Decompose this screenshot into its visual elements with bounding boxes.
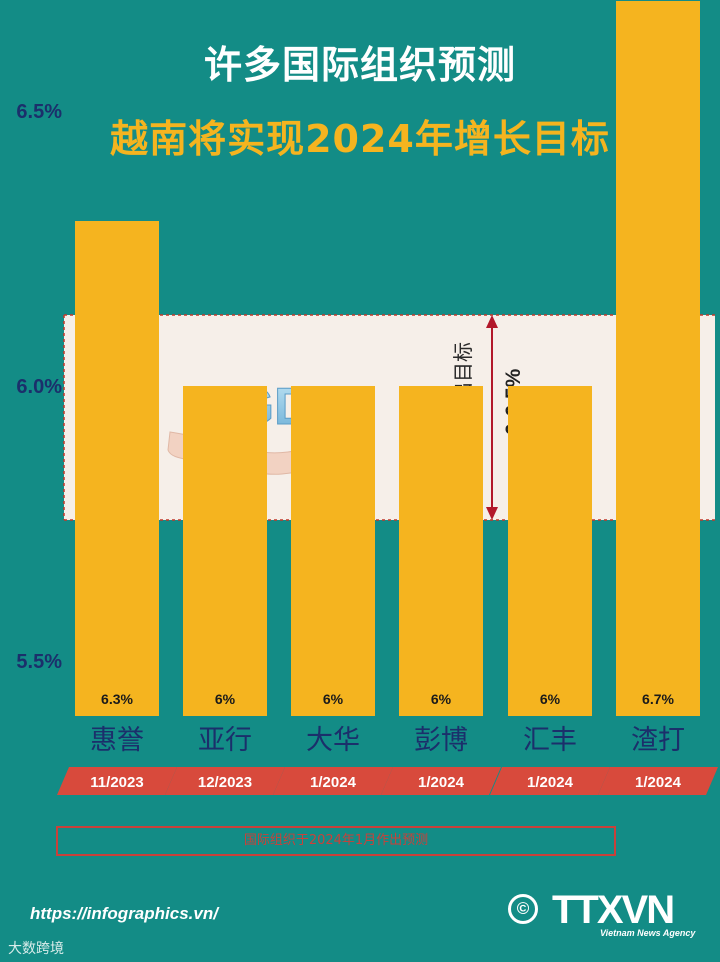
date-label: 1/2024 bbox=[418, 774, 465, 791]
bar-value-label: 6% bbox=[540, 691, 561, 707]
category-label: 惠誉 bbox=[90, 725, 144, 756]
category-label: 彭博 bbox=[414, 725, 468, 756]
band-arrow-head-down bbox=[486, 507, 498, 520]
bar-value-label: 6.3% bbox=[101, 691, 133, 707]
footnote: 国际组织于2024年1月作出预测 bbox=[56, 826, 616, 856]
y-tick-label: 6.5% bbox=[16, 101, 62, 123]
title-line-1: 许多国际组织预测 bbox=[203, 43, 516, 87]
date-label: 11/2023 bbox=[90, 774, 143, 791]
category-label: 大华 bbox=[306, 725, 360, 756]
bar-value-label: 6.7% bbox=[642, 691, 674, 707]
date-label: 1/2024 bbox=[635, 774, 682, 791]
bar bbox=[183, 386, 267, 716]
date-badge bbox=[57, 767, 177, 795]
date-badge bbox=[273, 767, 393, 795]
bar bbox=[291, 386, 375, 716]
bar bbox=[616, 1, 700, 716]
date-badge bbox=[381, 767, 501, 795]
watermark: 大数跨境 bbox=[8, 941, 64, 957]
category-label: 亚行 bbox=[198, 725, 252, 756]
bar-value-label: 6% bbox=[431, 691, 452, 707]
y-tick-label: 5.5% bbox=[16, 651, 62, 673]
bar-value-label: 6% bbox=[215, 691, 236, 707]
date-badge bbox=[490, 767, 610, 795]
agency-subtitle: Vietnam News Agency bbox=[600, 928, 696, 938]
category-label: 汇丰 bbox=[523, 725, 577, 756]
category-label: 渣打 bbox=[631, 725, 685, 756]
date-label: 1/2024 bbox=[310, 774, 357, 791]
date-badge bbox=[165, 767, 285, 795]
ttxvn-logo: TTXVN bbox=[552, 888, 675, 932]
copyright-icon: © bbox=[508, 894, 538, 924]
bar bbox=[508, 386, 592, 716]
bar bbox=[399, 386, 483, 716]
target-band bbox=[64, 315, 715, 520]
date-badge bbox=[598, 767, 718, 795]
source-url[interactable]: https://infographics.vn/ bbox=[30, 904, 218, 923]
date-label: 1/2024 bbox=[527, 774, 574, 791]
bar-value-label: 6% bbox=[323, 691, 344, 707]
date-label: 12/2023 bbox=[198, 774, 252, 791]
y-tick-label: 6.0% bbox=[16, 376, 62, 398]
bar bbox=[75, 221, 159, 716]
title-line-2: 越南将实现2024年增长目标 bbox=[110, 117, 610, 161]
band-arrow-head-up bbox=[486, 315, 498, 328]
